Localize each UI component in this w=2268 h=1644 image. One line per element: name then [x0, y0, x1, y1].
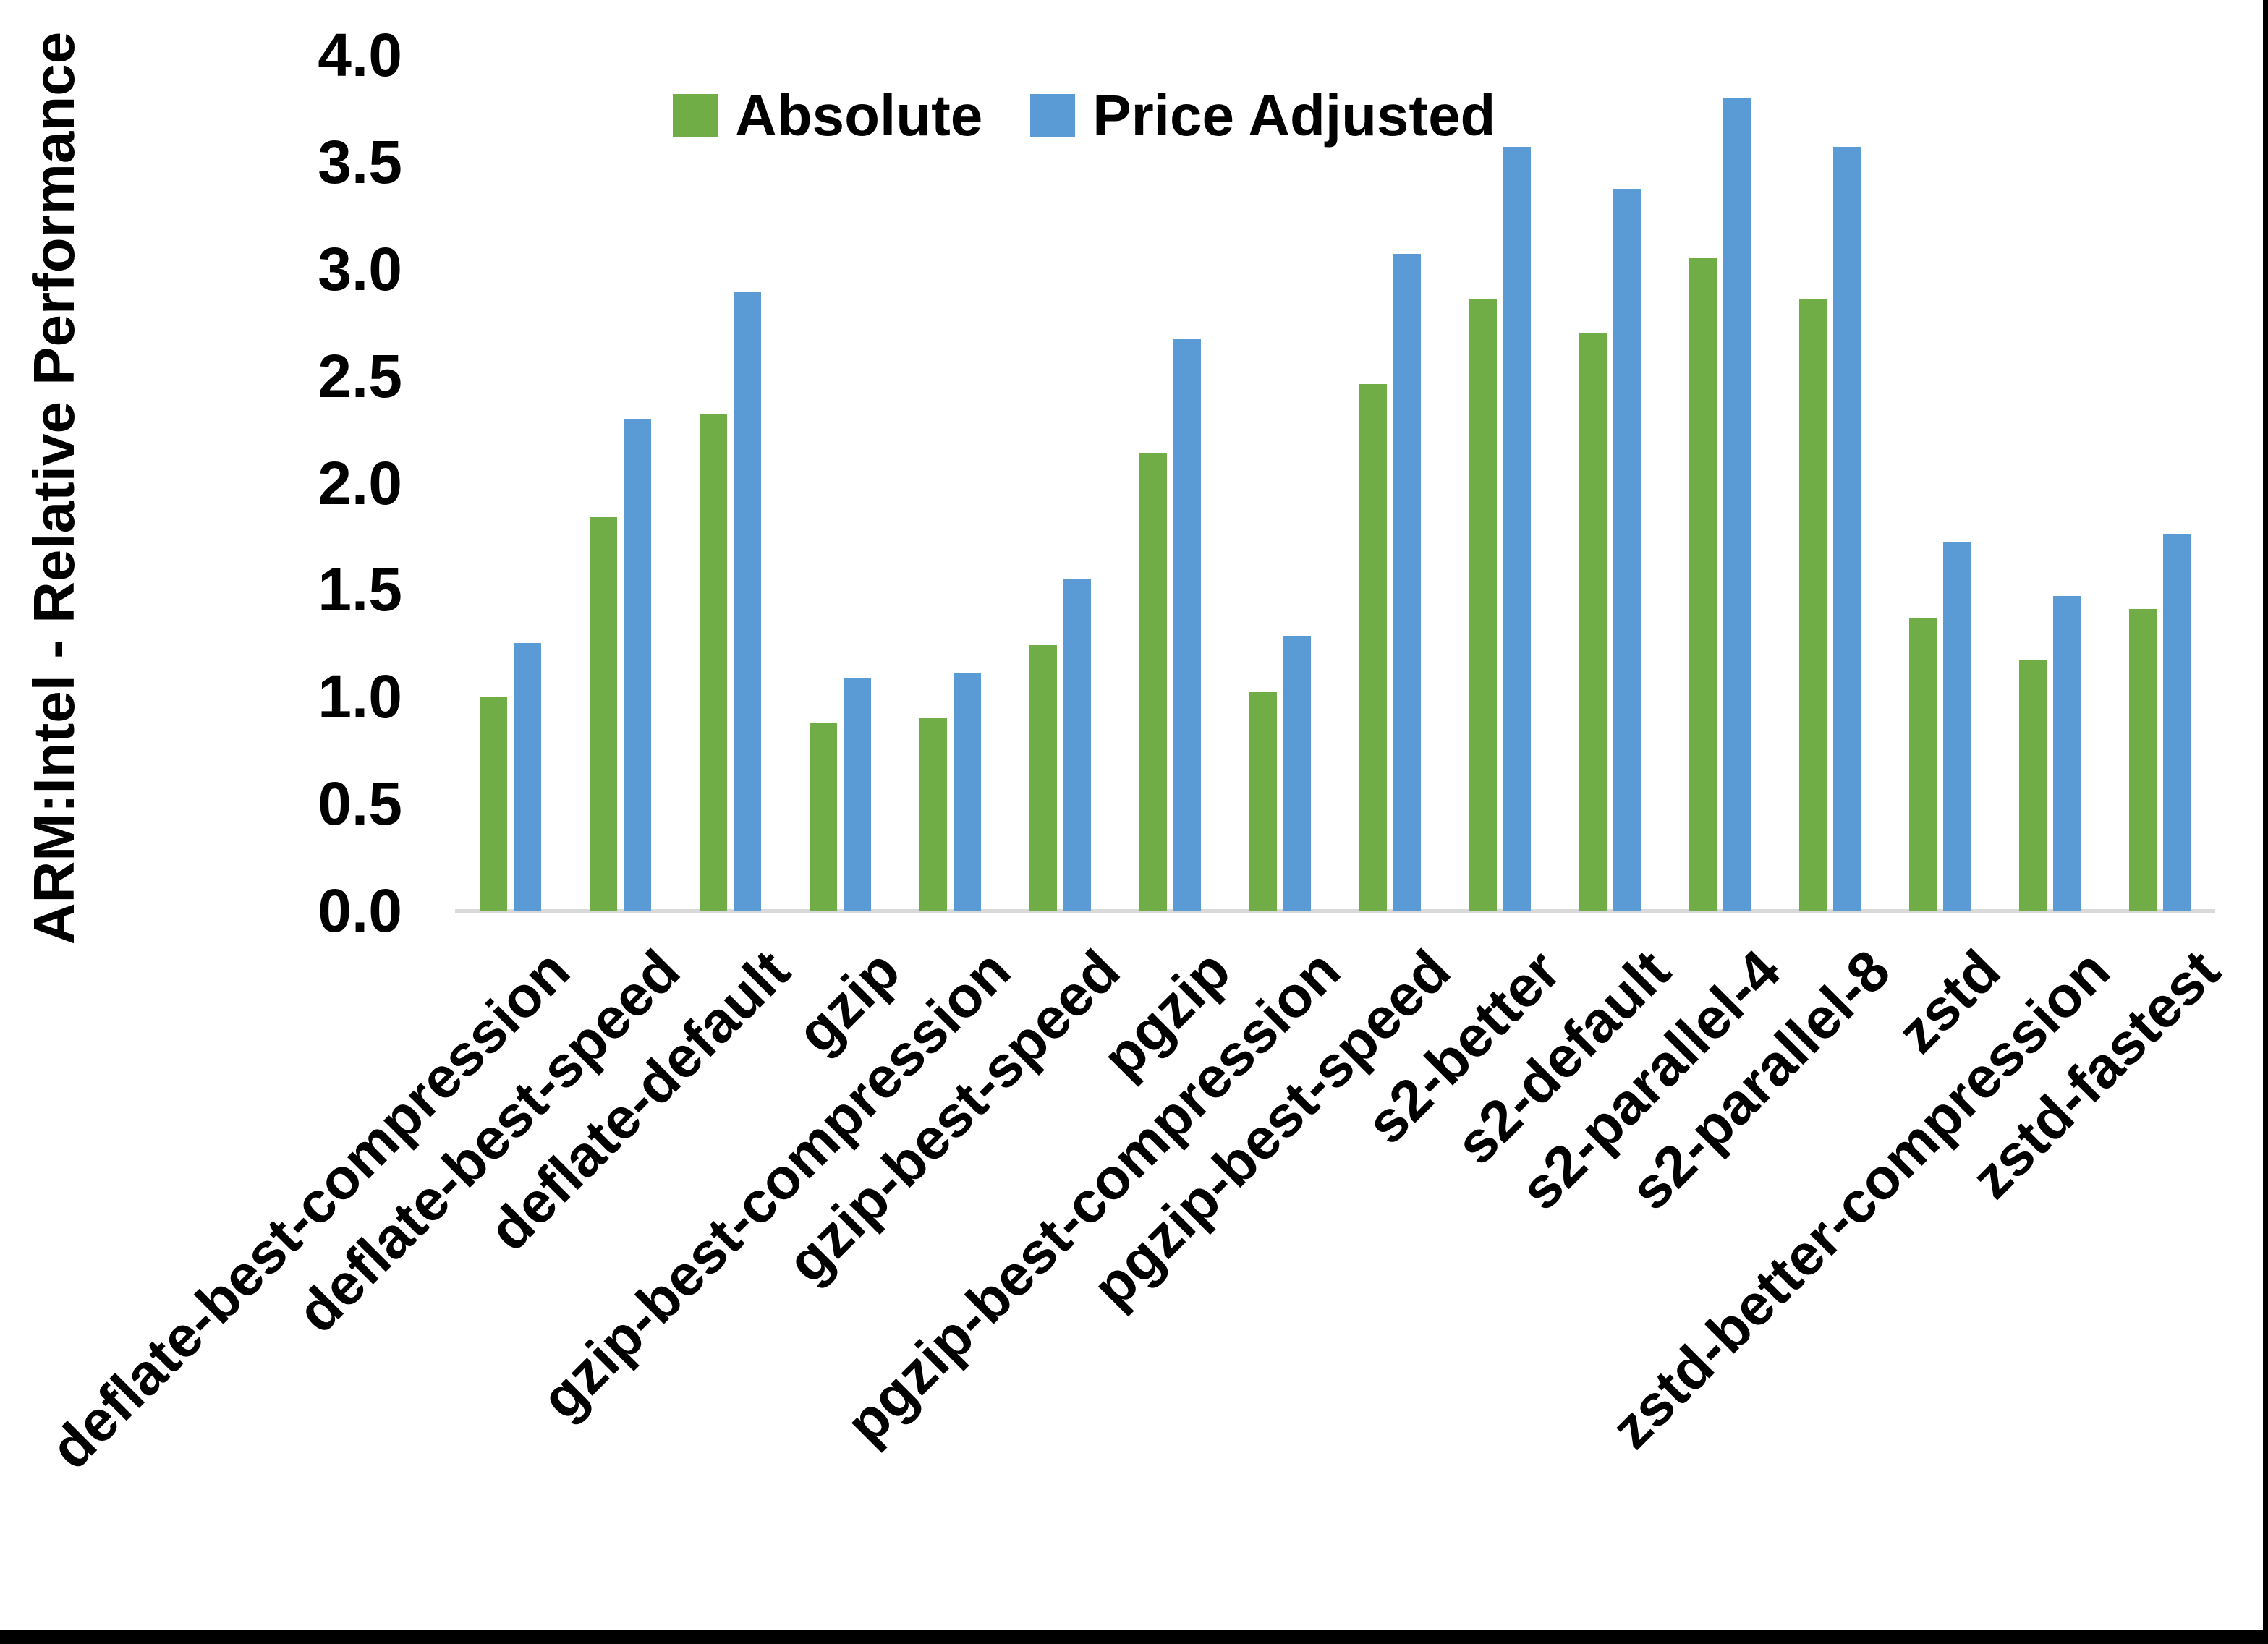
y-axis-tick-labels: 0.0 0.5 1.0 1.5 2.0 2.5 3.0 3.5 4.0 — [0, 0, 402, 1644]
y-tick-label: 2.5 — [318, 341, 402, 410]
bar-price-adjusted-pgzip-best-compression — [1283, 636, 1311, 911]
bar-absolute-pgzip — [1139, 453, 1167, 911]
y-tick-label: 3.0 — [318, 234, 402, 303]
legend-item-price-adjusted: Price Adjusted — [1030, 87, 1495, 145]
y-tick-label: 2.0 — [318, 448, 402, 517]
bar-price-adjusted-deflate-best-speed — [623, 418, 651, 911]
y-tick-label: 3.5 — [318, 127, 402, 196]
plot-area — [455, 55, 2215, 913]
bar-absolute-gzip — [809, 722, 837, 911]
bar-price-adjusted-s2-default — [1613, 189, 1641, 911]
bar-price-adjusted-zstd — [1943, 542, 1971, 911]
x-axis-line — [455, 909, 2215, 913]
y-tick-label: 4.0 — [318, 21, 402, 89]
bar-absolute-s2-parallel-8 — [1799, 299, 1827, 911]
bar-price-adjusted-gzip-best-speed — [1063, 579, 1091, 911]
bar-price-adjusted-gzip — [843, 677, 871, 911]
bar-price-adjusted-s2-parallel-8 — [1833, 147, 1861, 911]
bar-price-adjusted-gzip-best-compression — [953, 673, 981, 911]
y-tick-label: 1.0 — [318, 663, 402, 731]
bar-price-adjusted-deflate-default — [733, 292, 761, 911]
bar-absolute-deflate-best-compression — [479, 697, 507, 911]
bar-price-adjusted-zstd-better-compression — [2053, 596, 2081, 911]
bar-price-adjusted-pgzip-best-speed — [1393, 254, 1422, 911]
bar-absolute-s2-default — [1579, 333, 1607, 911]
bar-absolute-s2-better — [1469, 299, 1498, 911]
bar-price-adjusted-zstd-fastest — [2163, 534, 2191, 911]
bar-absolute-gzip-best-compression — [919, 717, 947, 911]
y-tick-label: 0.0 — [318, 877, 402, 945]
bar-absolute-zstd-better-compression — [2019, 660, 2047, 911]
bar-absolute-zstd — [1909, 617, 1937, 911]
bar-price-adjusted-deflate-best-compression — [513, 643, 541, 911]
bar-price-adjusted-s2-parallel-4 — [1723, 98, 1751, 911]
bar-absolute-zstd-fastest — [2129, 608, 2157, 911]
legend-swatch-price-adjusted — [1030, 94, 1076, 137]
y-tick-label: 0.5 — [318, 770, 402, 838]
bar-absolute-deflate-best-speed — [589, 516, 617, 911]
bar-absolute-pgzip-best-compression — [1249, 692, 1277, 911]
bar-price-adjusted-s2-better — [1503, 147, 1532, 911]
legend: Absolute Price Adjusted — [673, 87, 1495, 145]
y-tick-label: 1.5 — [318, 555, 402, 624]
bar-absolute-deflate-default — [699, 414, 727, 911]
bar-absolute-gzip-best-speed — [1029, 645, 1057, 911]
bar-absolute-pgzip-best-speed — [1359, 384, 1388, 911]
bar-absolute-s2-parallel-4 — [1689, 257, 1717, 911]
legend-swatch-absolute — [673, 94, 718, 137]
legend-label-price-adjusted: Price Adjusted — [1092, 83, 1496, 148]
legend-label-absolute: Absolute — [735, 83, 983, 148]
bar-price-adjusted-pgzip — [1173, 339, 1201, 911]
legend-item-absolute: Absolute — [673, 87, 982, 145]
window-border-right — [2263, 0, 2268, 1644]
window-border-bottom — [0, 1630, 2268, 1644]
